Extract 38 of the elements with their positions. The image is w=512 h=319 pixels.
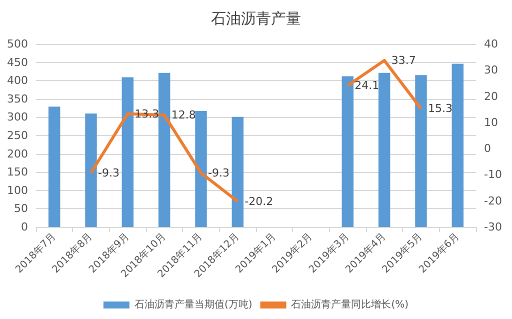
y2-tick-label: -30 [484, 220, 502, 234]
data-label: 24.1 [354, 79, 380, 92]
y2-tick-label: 30 [484, 64, 498, 77]
bar [85, 114, 97, 227]
bar [48, 106, 60, 227]
y2-tick-label: 10 [484, 116, 498, 129]
y-tick-label: 350 [7, 92, 28, 106]
y-tick-label: 250 [7, 129, 28, 142]
y-tick-label: 450 [7, 56, 28, 69]
y-tick-label: 0 [21, 220, 28, 234]
bar [122, 77, 134, 227]
y-tick-label: 50 [14, 202, 28, 216]
bar [342, 76, 354, 227]
data-label: -9.3 [208, 166, 230, 180]
y-tick-label: 200 [7, 147, 28, 160]
bar [232, 116, 244, 227]
y-tick-label: 400 [7, 74, 28, 88]
y-tick-label: 500 [7, 38, 28, 50]
data-label: 33.7 [391, 54, 416, 67]
bar [452, 64, 464, 227]
data-label: -20.2 [244, 194, 274, 208]
bar [415, 75, 427, 227]
chart-title: 石油沥青产量 [211, 10, 301, 28]
bar [158, 72, 170, 227]
y-tick-label: 100 [7, 184, 28, 197]
y-tick-label: 300 [7, 110, 28, 124]
y2-tick-label: 20 [484, 90, 498, 103]
legend-label: 石油沥青产量当期值(万吨) [134, 298, 252, 310]
y-tick-label: 150 [7, 166, 28, 179]
y2-tick-label: -10 [484, 168, 502, 182]
legend-label: 石油沥青产量同比增长(%) [291, 298, 409, 310]
data-label: -9.3 [98, 166, 120, 180]
bar [195, 110, 207, 227]
y2-tick-label: 0 [484, 142, 491, 156]
y2-tick-label: 40 [484, 38, 498, 50]
data-label: 15.3 [428, 102, 452, 116]
y2-tick-label: -20 [484, 194, 502, 208]
bar [378, 72, 390, 227]
